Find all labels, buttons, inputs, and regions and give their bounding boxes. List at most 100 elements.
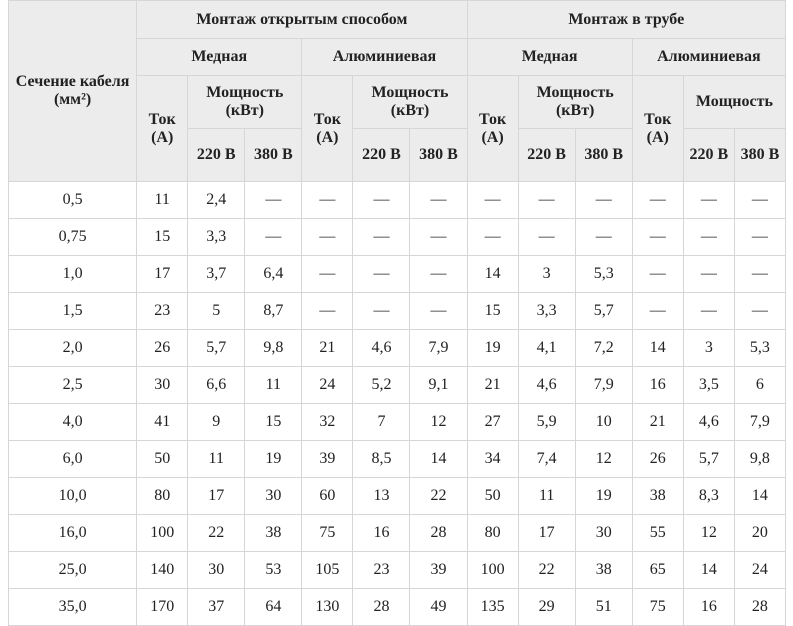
value-cell: —	[733, 218, 787, 256]
section-cell: 0,5	[7, 181, 138, 219]
value-cell: 135	[466, 588, 519, 626]
value-cell: 21	[466, 366, 519, 404]
value-cell: 38	[574, 551, 633, 589]
value-cell: —	[517, 181, 576, 219]
value-cell: 17	[517, 514, 576, 552]
value-cell: 49	[409, 588, 468, 626]
value-cell: 2,4	[187, 181, 246, 219]
voltage-380-header-pipe-copper: 380 В	[574, 128, 633, 182]
value-cell: 3,7	[187, 255, 246, 293]
table-row: 2,5 30 6,6 11 24 5,2 9,1 21 4,6 7,9 16 3,5 6	[7, 366, 787, 404]
value-cell: —	[352, 292, 411, 330]
value-cell: —	[682, 218, 735, 256]
value-cell: 11	[136, 181, 189, 219]
value-cell: 14	[631, 329, 684, 367]
value-cell: 6,4	[244, 255, 303, 293]
section-cell: 10,0	[7, 477, 138, 515]
value-cell: 5,2	[352, 366, 411, 404]
value-cell: —	[574, 218, 633, 256]
voltage-220-header-pipe-copper: 220 В	[517, 128, 576, 182]
value-cell: 17	[136, 255, 189, 293]
value-cell: 5,3	[733, 329, 787, 367]
value-cell: 14	[733, 477, 787, 515]
value-cell: 100	[136, 514, 189, 552]
value-cell: 75	[631, 588, 684, 626]
value-cell: 24	[733, 551, 787, 589]
value-cell: 4,6	[682, 403, 735, 441]
value-cell: —	[631, 255, 684, 293]
value-cell: 8,3	[682, 477, 735, 515]
value-cell: —	[301, 255, 354, 293]
value-cell: —	[409, 292, 468, 330]
value-cell: —	[682, 181, 735, 219]
value-cell: 7,2	[574, 329, 633, 367]
table-row: 10,0 80 17 30 60 13 22 50 11 19 38 8,3 14	[7, 477, 787, 515]
value-cell: 28	[409, 514, 468, 552]
value-cell: —	[409, 218, 468, 256]
value-cell: 30	[136, 366, 189, 404]
material-header-pipe-copper: Медная	[466, 38, 633, 76]
table-row: 0,75 15 3,3— — — — — — — — — —	[7, 218, 787, 256]
value-cell: 5,9	[517, 403, 576, 441]
section-cell: 2,5	[7, 366, 138, 404]
value-cell: 28	[352, 588, 411, 626]
voltage-380-header-open-aluminum: 380 В	[409, 128, 468, 182]
value-cell: —	[301, 181, 354, 219]
value-cell: 30	[574, 514, 633, 552]
value-cell: —	[244, 218, 303, 256]
value-cell: 7	[352, 403, 411, 441]
section-cell: 1,5	[7, 292, 138, 330]
value-cell: 16	[631, 366, 684, 404]
value-cell: 30	[244, 477, 303, 515]
value-cell: 17	[187, 477, 246, 515]
value-cell: 22	[187, 514, 246, 552]
voltage-220-header-pipe-aluminum: 220 В	[682, 128, 735, 182]
value-cell: 38	[631, 477, 684, 515]
value-cell: 5,3	[574, 255, 633, 293]
value-cell: 65	[631, 551, 684, 589]
value-cell: 9	[187, 403, 246, 441]
value-cell: 8,5	[352, 440, 411, 478]
value-cell: 7,9	[733, 403, 787, 441]
value-cell: —	[517, 218, 576, 256]
value-cell: 60	[301, 477, 354, 515]
section-cell: 2,0	[7, 329, 138, 367]
value-cell: 7,9	[574, 366, 633, 404]
value-cell: 37	[187, 588, 246, 626]
current-header-open-copper: Ток (А)	[136, 75, 189, 182]
value-cell: 39	[409, 551, 468, 589]
value-cell: 26	[631, 440, 684, 478]
table-row: 16,0 100 22 38 75 16 28 80 17 30 55 12 20	[7, 514, 787, 552]
value-cell: —	[352, 218, 411, 256]
value-cell: 28	[733, 588, 787, 626]
value-cell: 30	[187, 551, 246, 589]
value-cell: 64	[244, 588, 303, 626]
value-cell: 51	[574, 588, 633, 626]
value-cell: —	[352, 255, 411, 293]
value-cell: 32	[301, 403, 354, 441]
cable-capacity-table: Сечение кабеля (мм²) Монтаж открытым спо…	[7, 0, 787, 626]
cable-table-container: Сечение кабеля (мм²) Монтаж открытым спо…	[7, 0, 787, 626]
value-cell: 34	[466, 440, 519, 478]
value-cell: 16	[682, 588, 735, 626]
value-cell: 3	[682, 329, 735, 367]
value-cell: 19	[244, 440, 303, 478]
section-cell: 1,0	[7, 255, 138, 293]
table-row: 4,0 41 9 15 32 7 12 27 5,9 10 21 4,6 7,9	[7, 403, 787, 441]
value-cell: 100	[466, 551, 519, 589]
value-cell: 22	[517, 551, 576, 589]
value-cell: —	[409, 181, 468, 219]
value-cell: 50	[466, 477, 519, 515]
value-cell: —	[631, 181, 684, 219]
value-cell: 13	[352, 477, 411, 515]
value-cell: 21	[631, 403, 684, 441]
value-cell: 3,3	[187, 218, 246, 256]
table-row: 0,5 11 2,4— — — — — — — — — —	[7, 181, 787, 219]
value-cell: 14	[409, 440, 468, 478]
value-cell: 3,5	[682, 366, 735, 404]
value-cell: 15	[466, 292, 519, 330]
section-cell: 0,75	[7, 218, 138, 256]
value-cell: —	[301, 218, 354, 256]
group-header-pipe: Монтаж в трубе	[466, 0, 787, 39]
value-cell: 5,7	[574, 292, 633, 330]
